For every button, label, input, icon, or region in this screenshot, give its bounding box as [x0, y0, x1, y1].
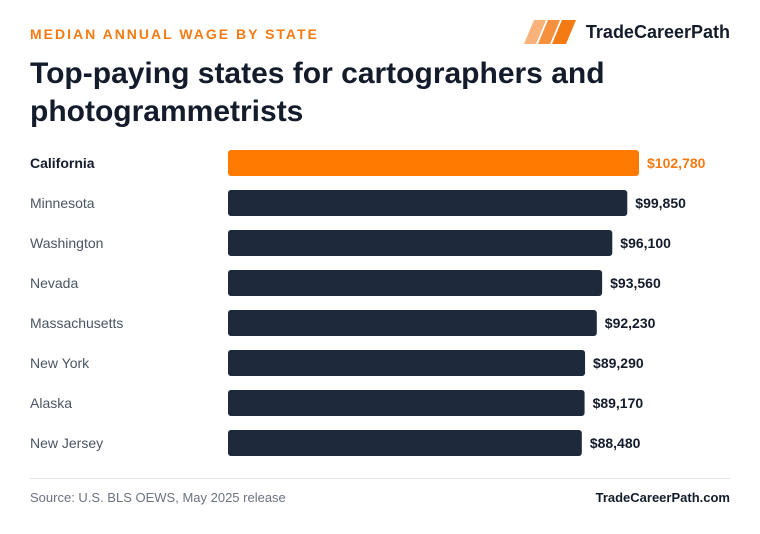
data-label: $99,850	[635, 195, 686, 211]
brand-name: TradeCareerPath	[585, 21, 730, 42]
category-label: Nevada	[30, 275, 78, 291]
category-label: California	[30, 155, 95, 171]
stripes-logo-icon	[523, 20, 576, 44]
category-label: Alaska	[30, 395, 72, 411]
chart-title: Top-paying states for cartographers and …	[30, 57, 605, 128]
bar	[228, 350, 586, 376]
category-label: New York	[30, 355, 90, 371]
bar	[228, 310, 597, 336]
data-label: $102,780	[647, 155, 706, 171]
category-label: Minnesota	[30, 195, 95, 211]
bar	[228, 390, 585, 416]
footer-divider	[30, 478, 730, 479]
category-label: Massachusetts	[30, 315, 123, 331]
source-note: Source: U.S. BLS OEWS, May 2025 release	[30, 490, 286, 505]
data-label: $92,230	[605, 315, 656, 331]
brand: TradeCareerPath	[523, 20, 730, 44]
data-label: $89,290	[593, 355, 644, 371]
category-label: Washington	[30, 235, 103, 251]
category-label: New Jersey	[30, 435, 103, 451]
bar	[228, 230, 613, 256]
bar	[228, 430, 582, 456]
bar	[228, 270, 603, 296]
bar	[228, 190, 628, 216]
site-link[interactable]: TradeCareerPath.com	[595, 490, 730, 505]
data-label: $96,100	[620, 235, 671, 251]
bar	[228, 150, 639, 176]
chart-eyebrow: MEDIAN ANNUAL WAGE BY STATE	[30, 26, 319, 42]
data-label: $88,480	[590, 435, 641, 451]
data-label: $93,560	[610, 275, 661, 291]
data-label: $89,170	[593, 395, 644, 411]
